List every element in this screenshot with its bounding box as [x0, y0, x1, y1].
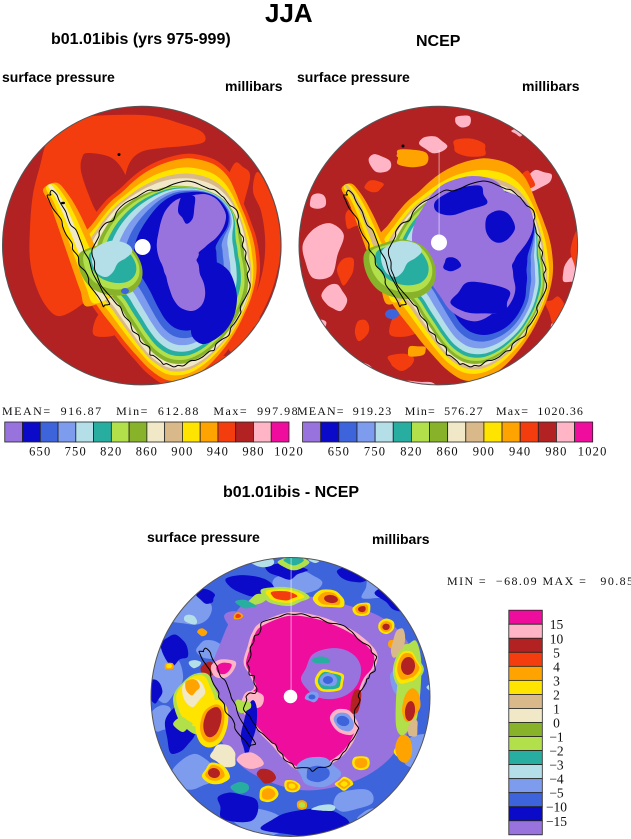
svg-text:2: 2 — [553, 687, 560, 702]
svg-text:1020: 1020 — [274, 445, 304, 459]
svg-text:−1: −1 — [549, 730, 563, 745]
svg-text:980: 980 — [242, 445, 264, 459]
svg-text:900: 900 — [171, 445, 193, 459]
svg-text:940: 940 — [207, 445, 229, 459]
svg-text:15: 15 — [550, 617, 564, 632]
svg-text:−5: −5 — [549, 786, 564, 801]
svg-text:10: 10 — [550, 631, 564, 646]
svg-text:1020: 1020 — [578, 445, 608, 459]
svg-text:750: 750 — [364, 445, 386, 459]
svg-text:940: 940 — [509, 445, 531, 459]
svg-text:1: 1 — [553, 702, 560, 717]
svg-text:3: 3 — [553, 673, 560, 688]
svg-text:5: 5 — [553, 645, 560, 660]
svg-text:4: 4 — [553, 659, 560, 674]
svg-text:980: 980 — [545, 445, 567, 459]
svg-text:−4: −4 — [549, 772, 564, 787]
svg-text:820: 820 — [400, 445, 422, 459]
svg-text:−15: −15 — [546, 814, 567, 829]
svg-text:820: 820 — [100, 445, 122, 459]
svg-text:−10: −10 — [546, 800, 567, 815]
svg-text:860: 860 — [136, 445, 158, 459]
svg-text:−2: −2 — [549, 744, 563, 759]
svg-text:0: 0 — [553, 716, 560, 731]
svg-text:−3: −3 — [549, 758, 564, 773]
svg-text:860: 860 — [437, 445, 459, 459]
svg-text:650: 650 — [29, 445, 51, 459]
svg-text:750: 750 — [65, 445, 87, 459]
svg-text:650: 650 — [328, 445, 350, 459]
svg-text:900: 900 — [473, 445, 495, 459]
